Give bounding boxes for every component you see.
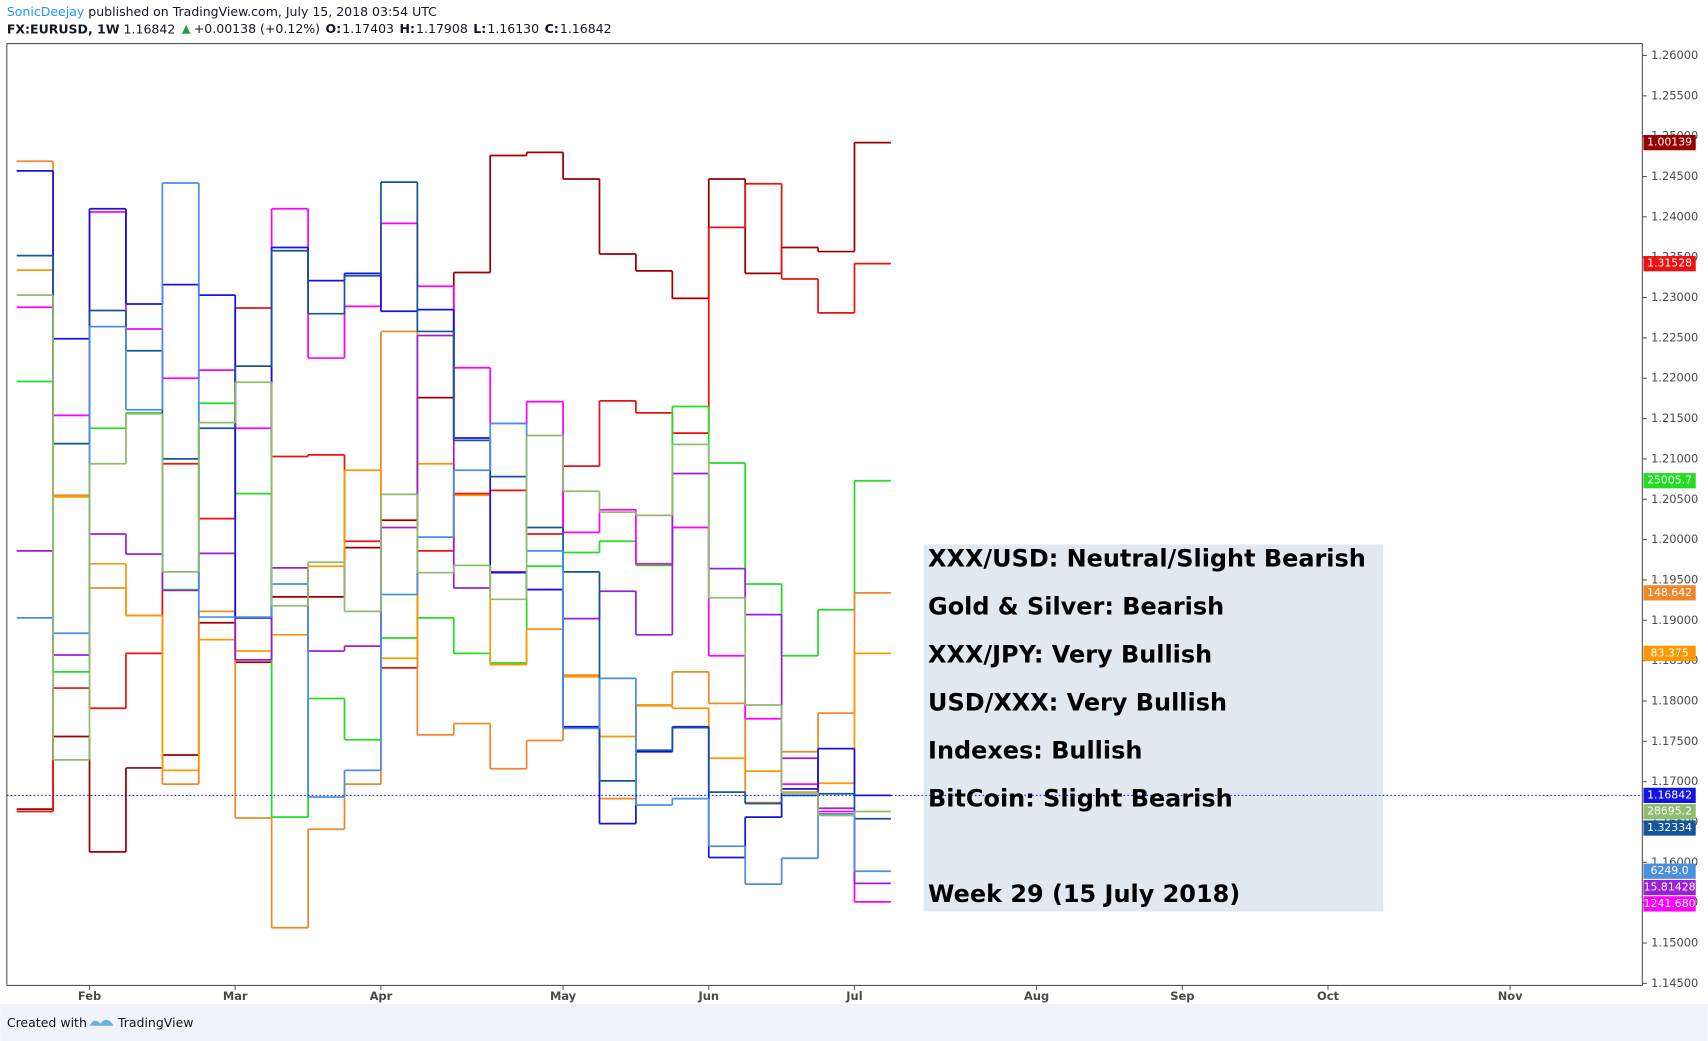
y-tick-label: 1.26000 — [1651, 48, 1698, 62]
price-tag-bg — [1643, 645, 1696, 661]
price-tag: 1241.680 — [1644, 897, 1696, 910]
price-tag: 1.00139 — [1647, 136, 1692, 149]
x-tick-label: Feb — [78, 989, 101, 1003]
y-tick-label: 1.19500 — [1651, 572, 1698, 586]
x-tick-label: Apr — [370, 989, 393, 1003]
y-tick-label: 1.18000 — [1651, 693, 1698, 707]
price-tag-bg — [1643, 787, 1696, 803]
x-tick-label: Sep — [1170, 989, 1194, 1003]
ohlc-label: L: — [473, 21, 486, 36]
y-tick-label: 1.21500 — [1651, 411, 1698, 425]
price-tag: 1.31528 — [1647, 257, 1692, 270]
price-tag-bg — [1643, 820, 1696, 836]
last-price: 1.16842 — [124, 21, 176, 36]
price-tag: 28695.2 — [1647, 805, 1692, 818]
y-tick-label: 1.22000 — [1651, 371, 1698, 385]
x-tick-label: May — [550, 989, 577, 1003]
annotation-line: USD/XXX: Very Bullish — [928, 688, 1227, 716]
header-line-2: FX:EURUSD, 1W 1.16842 — [7, 21, 176, 36]
price-tag-bg — [1643, 473, 1696, 489]
price-tag-bg — [1643, 804, 1696, 820]
footer-bar — [0, 1003, 1708, 1041]
annotation-line: XXX/USD: Neutral/Slight Bearish — [928, 545, 1366, 573]
ohlc-label: H: — [399, 21, 414, 36]
y-tick-label: 1.24500 — [1651, 169, 1698, 183]
price-tag-bg — [1643, 585, 1696, 601]
y-tick-label: 1.24000 — [1651, 209, 1698, 223]
tradingview-logo — [89, 1019, 114, 1026]
plot-lines — [16, 141, 891, 929]
y-tick-label: 1.19000 — [1651, 613, 1698, 627]
price-tag: 1.16842 — [1647, 788, 1692, 801]
price-tag-bg — [1643, 879, 1696, 896]
symbol: FX:EURUSD, 1W — [7, 21, 120, 36]
price-tag-bg — [1643, 135, 1696, 151]
ohlc-label: O: — [326, 21, 342, 36]
y-tick-label: 1.17000 — [1651, 774, 1698, 788]
price-tag: 83.375 — [1651, 646, 1689, 659]
price-tag: 6249.0 — [1651, 864, 1689, 877]
y-tick-label: 1.14500 — [1651, 976, 1698, 990]
header-line-1: SonicDeejay published on TradingView.com… — [7, 3, 437, 18]
x-tick-label: Jun — [698, 989, 720, 1003]
ohlc-value: 1.17403 — [342, 21, 394, 36]
ohlc-value: 1.16130 — [487, 21, 539, 36]
change: +0.00138 (+0.12%) — [194, 21, 320, 36]
author[interactable]: SonicDeejay — [7, 3, 85, 18]
annotation-line: Gold & Silver: Bearish — [928, 593, 1224, 621]
ohlc-value: 1.17908 — [416, 21, 468, 36]
brand[interactable]: TradingView — [117, 1015, 194, 1030]
x-tick-label: Jul — [845, 989, 862, 1003]
annotation-box — [923, 544, 1384, 912]
y-tick-label: 1.20000 — [1651, 532, 1698, 546]
x-tick-label: Aug — [1024, 989, 1049, 1003]
annotation-line: BitCoin: Slight Bearish — [928, 784, 1233, 812]
y-tick-label: 1.15000 — [1651, 936, 1698, 950]
y-tick-label: 1.21000 — [1651, 451, 1698, 465]
annotation-line: Week 29 (15 July 2018) — [928, 880, 1240, 908]
y-tick-label: 1.20500 — [1651, 492, 1698, 506]
y-tick-label: 1.22500 — [1651, 330, 1698, 344]
ohlc-value: 1.16842 — [560, 21, 612, 36]
annotation-line: XXX/JPY: Very Bullish — [928, 641, 1212, 669]
plot-frame — [6, 43, 1643, 987]
price-tag-bg — [1643, 256, 1696, 272]
y-tick-label: 1.17500 — [1651, 734, 1698, 748]
price-tag-bg — [1643, 863, 1696, 879]
price-tag: 148.642 — [1647, 586, 1692, 599]
price-tag: 25005.7 — [1647, 474, 1692, 487]
y-tick-label: 1.25500 — [1651, 88, 1698, 102]
price-tag: 15.81428 — [1644, 881, 1696, 894]
price-tag-bg — [1643, 896, 1696, 912]
annotation-line: Indexes: Bullish — [928, 736, 1142, 764]
x-tick-label: Mar — [223, 989, 248, 1003]
created-with: Created with — [7, 1015, 87, 1030]
step-series — [16, 182, 891, 885]
up-arrow — [181, 25, 191, 34]
x-tick-label: Nov — [1498, 989, 1523, 1003]
price-tag: 1.32334 — [1647, 821, 1692, 834]
x-tick-label: Oct — [1317, 989, 1339, 1003]
step-series — [16, 294, 891, 817]
published: published on TradingView.com, July 15, 2… — [88, 3, 437, 18]
y-tick-label: 1.23000 — [1651, 290, 1698, 304]
ohlc-label: C: — [545, 21, 559, 36]
